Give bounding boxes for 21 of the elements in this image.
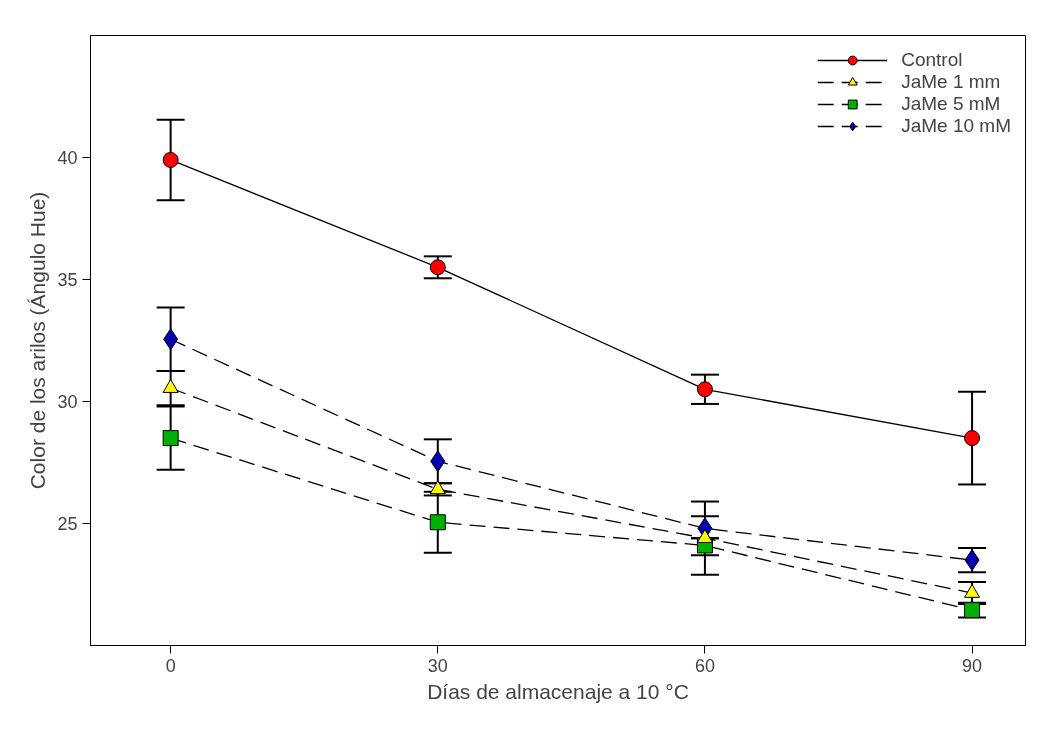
legend-label: JaMe 10 mM (901, 115, 1011, 137)
point (964, 602, 981, 619)
x-tick-label: 90 (962, 655, 983, 676)
point (162, 151, 179, 168)
y-tick-label: 25 (57, 514, 78, 534)
y-tick-label: 40 (57, 148, 78, 168)
y-axis-title: Color de los arilos (Ángulo Hue) (26, 191, 50, 490)
legend-label: JaMe 5 mM (901, 93, 1001, 115)
point (429, 259, 446, 276)
y-tick-label: 35 (57, 270, 78, 290)
x-tick-label: 60 (694, 655, 715, 676)
x-axis-title: Días de almacenaje a 10 °C (427, 679, 689, 703)
point (696, 381, 713, 398)
legend-label: Control (901, 49, 963, 71)
point (964, 430, 981, 447)
x-tick-label: 0 (165, 655, 176, 676)
y-tick-label: 30 (57, 392, 78, 412)
x-tick-label: 30 (427, 655, 448, 676)
point (429, 514, 446, 531)
point (162, 430, 179, 447)
legend-label: JaMe 1 mm (901, 71, 1001, 93)
